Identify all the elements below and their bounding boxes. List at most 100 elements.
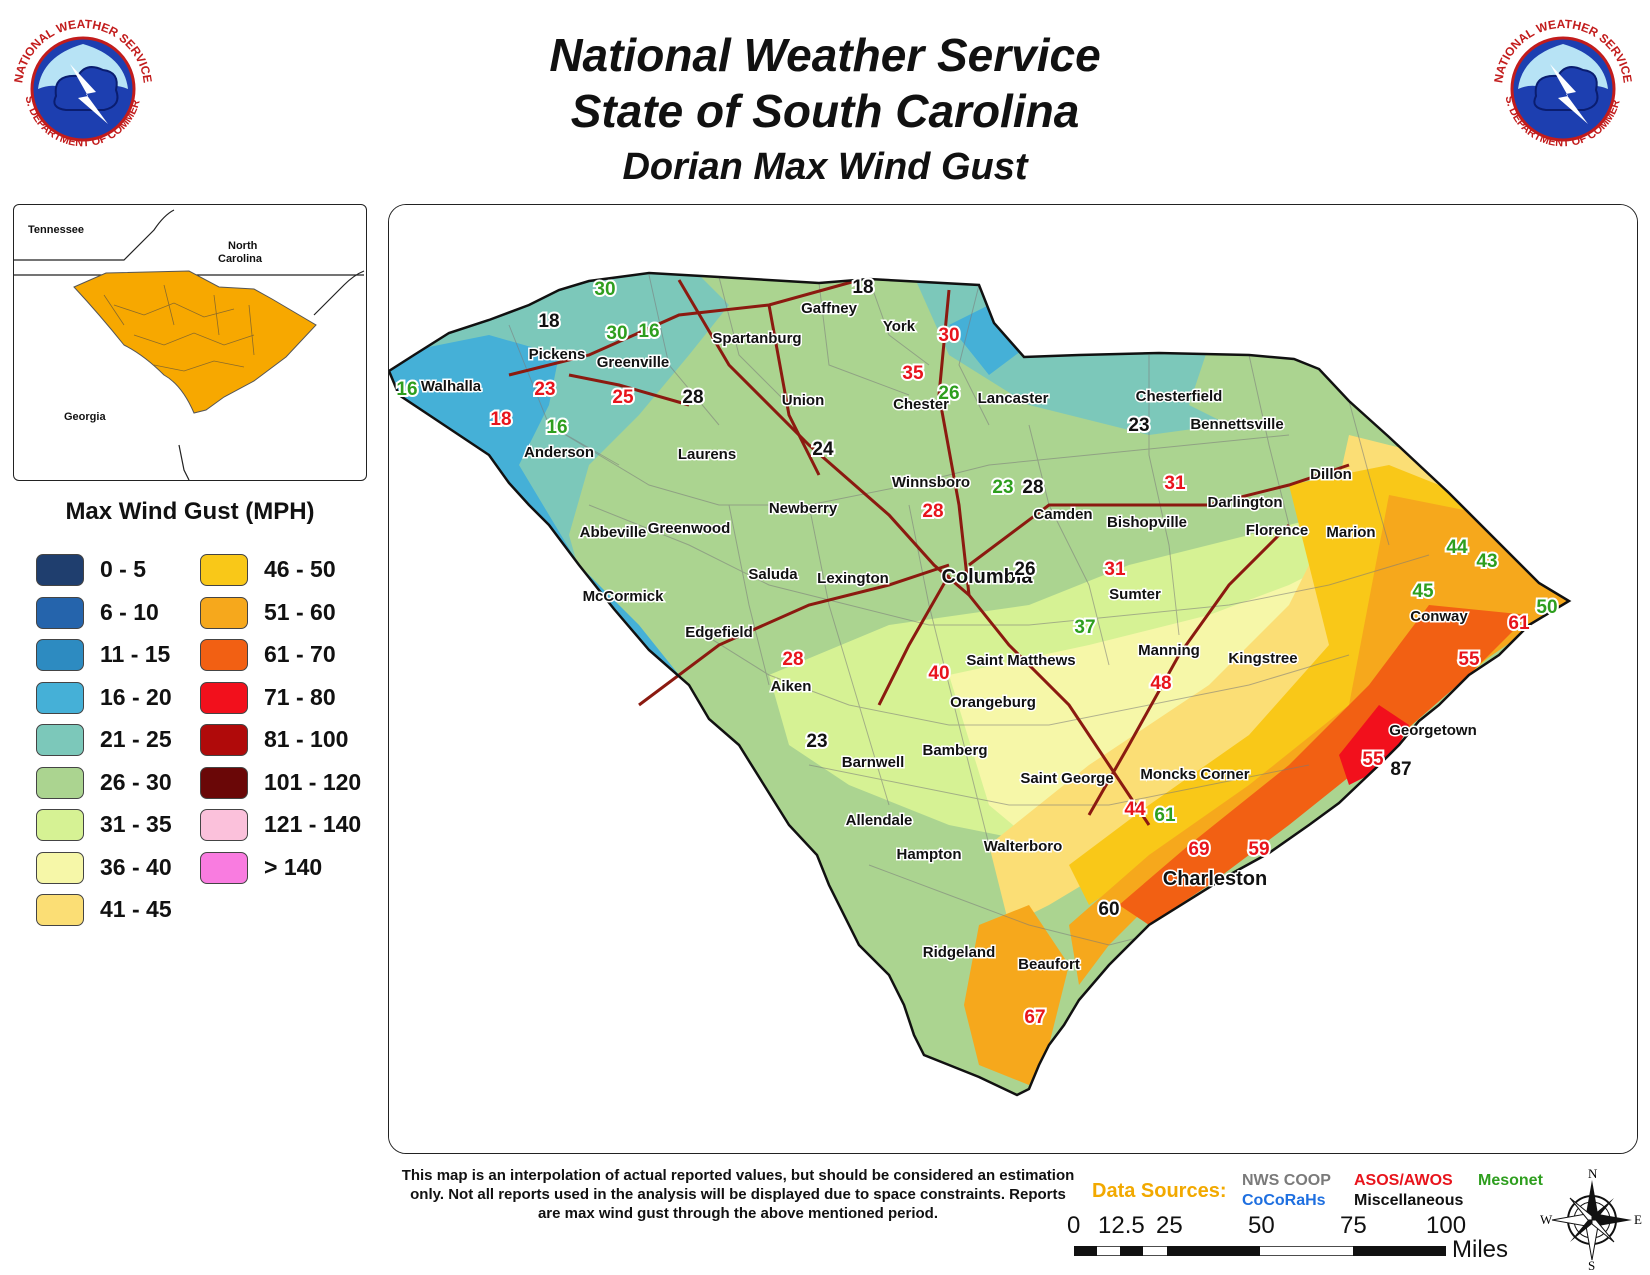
source-asos-awos: ASOS/AWOS [1354,1172,1453,1189]
city-label: Sumter [1109,586,1161,603]
observation-value-asos: 35 [902,363,924,384]
legend-label: 101 - 120 [264,768,362,795]
city-label: Lexington [817,570,889,587]
legend-swatch [36,596,84,629]
scale-tick-12-5: 12.5 [1098,1212,1145,1239]
city-label: Bamberg [922,742,987,759]
scale-unit: Miles [1452,1236,1509,1263]
observation-value-asos: 48 [1150,673,1171,694]
observation-value-mesonet: 16 [546,417,567,438]
observation-value-mesonet: 37 [1074,617,1095,638]
legend-swatch [200,554,248,586]
source-mesonet: Mesonet [1478,1172,1543,1189]
compass-e: E [1634,1212,1642,1227]
observation-value-misc: 28 [682,387,703,408]
data-sources-title: Data Sources: [1092,1180,1227,1202]
observation-value-misc: 26 [1014,559,1035,580]
city-label: Allendale [846,812,913,829]
legend-label: 16 - 20 [100,683,172,710]
legend-label: 6 - 10 [100,598,159,625]
legend-label: 81 - 100 [264,726,349,752]
map-title-line2: State of South Carolina [570,85,1080,137]
observation-value-asos: 25 [612,387,634,408]
legend-swatch [200,809,248,841]
observation-value-asos: 55 [1362,749,1384,770]
observation-value-asos: 44 [1124,799,1146,820]
observation-value-mesonet: 30 [594,279,615,300]
city-label: Gaffney [801,300,858,317]
legend-label: 0 - 5 [100,556,147,582]
source-cocorahs: CoCoRaHs [1242,1192,1326,1209]
source-miscellaneous: Miscellaneous [1354,1192,1464,1209]
legend-swatch [36,894,84,926]
city-label: Union [782,392,825,409]
interstate-highways [508,278,1350,826]
legend-swatch [36,554,84,586]
north-arrow-compass-icon: N S E W [1540,1166,1642,1272]
city-label: Saluda [748,566,798,583]
legend-swatch [200,724,248,756]
observation-value-asos: 23 [534,379,555,400]
observation-value-misc: 23 [1128,415,1149,436]
observation-value-asos: 40 [928,663,949,684]
legend-label: 51 - 60 [264,598,336,625]
scale-tick-0: 0 [1067,1212,1081,1239]
city-label: Moncks Corner [1140,766,1249,783]
city-label: Georgetown [1389,722,1477,739]
legend-label: 61 - 70 [264,641,336,667]
sc-wind-gust-map: Gaffney York Spartanburg Pickens Greenville W… [389,205,1637,1153]
legend-label: 121 - 140 [264,811,362,837]
city-label: Ridgeland [923,944,996,961]
city-label: Walhalla [421,378,482,395]
legend-swatch [36,724,84,756]
city-label: Kingstree [1228,650,1297,667]
city-label: Florence [1246,522,1309,539]
legend-label: > 140 [264,853,323,880]
nws-logo-right: NATIONAL WEATHER SERVICE U.S. DEPARTMENT… [1488,14,1635,161]
legend-label: 11 - 15 [100,641,171,667]
source-nws-coop: NWS COOP [1242,1172,1331,1189]
city-label: Hampton [897,846,962,863]
scale-tick-100: 100 [1426,1212,1467,1239]
city-label: Barnwell [842,754,905,771]
city-label: Darlington [1208,494,1283,511]
main-map-frame: Gaffney York Spartanburg Pickens Greenville W… [388,204,1638,1154]
city-label: Marion [1326,524,1375,541]
city-label: Walterboro [984,838,1063,855]
city-label: Beaufort [1018,956,1080,973]
legend-swatch [200,639,248,671]
scale-tick-50: 50 [1248,1212,1275,1239]
observation-value-asos: 59 [1248,839,1269,860]
observation-value-asos: 67 [1024,1007,1045,1028]
observation-value-asos: 30 [938,325,959,346]
observation-value-asos: 69 [1188,839,1209,860]
compass-n: N [1588,1166,1598,1181]
city-label: Aiken [771,678,812,695]
legend-swatch [36,766,84,799]
compass-w: W [1540,1212,1553,1227]
observation-value-mesonet: 43 [1476,551,1497,572]
legend-label: 36 - 40 [100,853,172,880]
observation-value-mesonet: 50 [1536,597,1557,618]
city-labels: Gaffney York Spartanburg Pickens Greenville W… [419,299,1478,975]
legend-swatch [36,681,84,714]
observation-value-misc: 18 [852,277,873,298]
legend-swatch [200,596,248,629]
observation-value-asos: 18 [490,409,511,430]
observation-value-asos: 31 [1164,473,1186,494]
city-label: Lancaster [978,390,1049,407]
legend-swatch [36,639,84,671]
legend-swatch [36,809,84,841]
inset-label-north-carolina: North Carolina [218,240,263,265]
city-label: Saint George [1020,770,1113,787]
observation-value-asos: 28 [922,501,943,522]
legend-label: 21 - 25 [100,726,172,752]
scale-tick-75: 75 [1340,1212,1367,1239]
city-label: Conway [1410,608,1468,625]
city-label: Bishopville [1107,514,1187,531]
nws-logo-left: NATIONAL WEATHER SERVICE U.S. DEPARTMENT… [8,14,155,161]
city-label: Manning [1138,642,1200,659]
observation-value-misc: 28 [1022,477,1043,498]
disclaimer-text: This map is an interpolation of actual r… [401,1167,1075,1222]
observation-value-mesonet: 45 [1412,581,1434,602]
